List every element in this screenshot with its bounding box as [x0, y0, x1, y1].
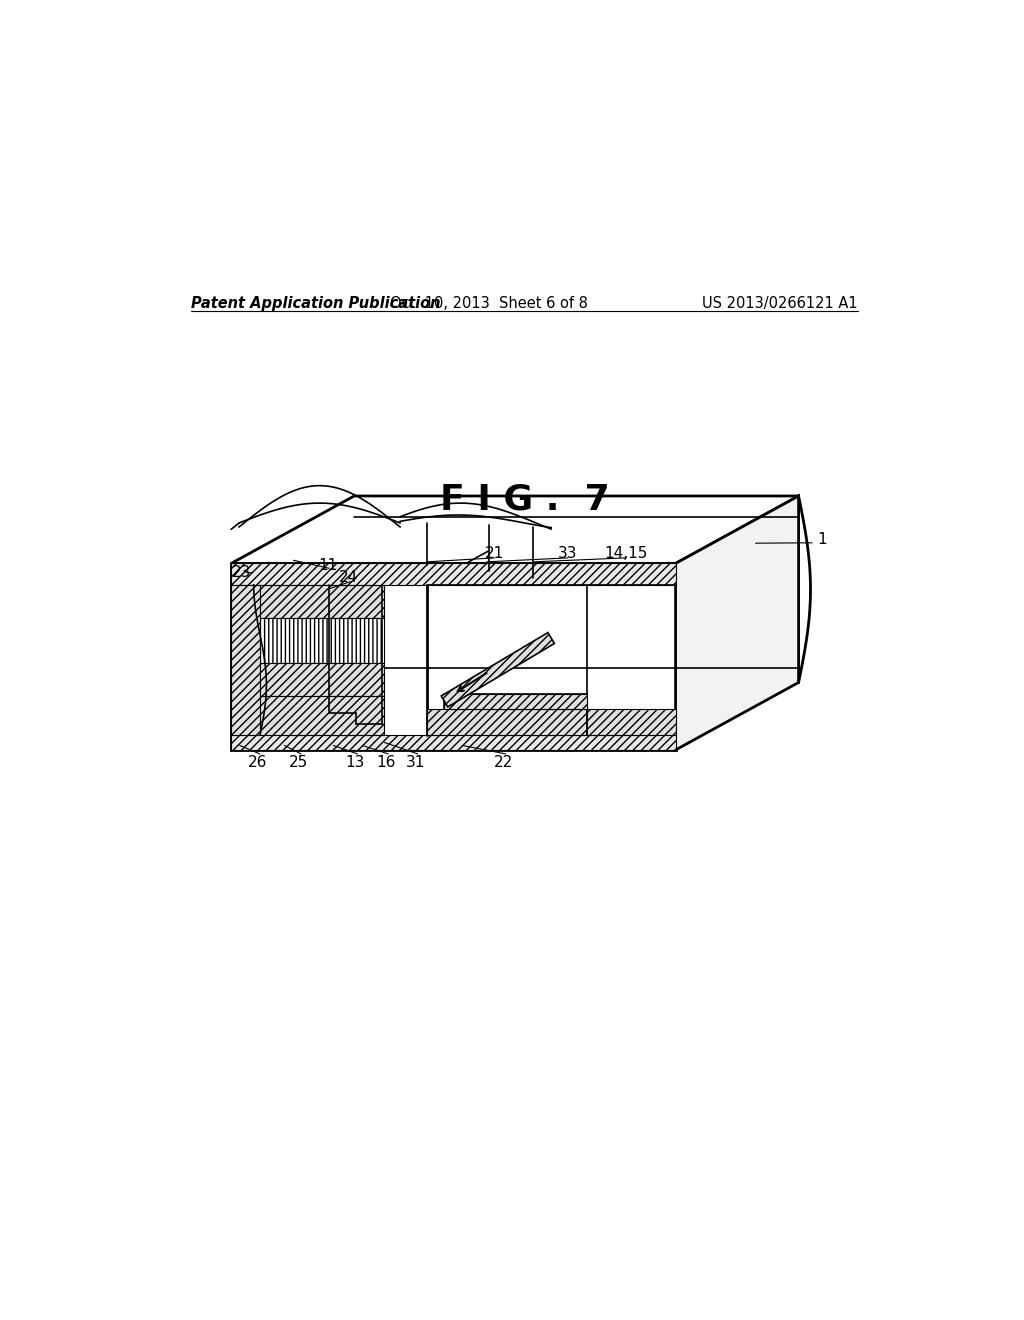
Text: 21: 21: [485, 546, 504, 561]
Bar: [427, 709, 676, 735]
Text: 31: 31: [406, 755, 425, 771]
Text: F I G .  7: F I G . 7: [440, 483, 609, 517]
Bar: [231, 735, 676, 750]
Text: 33: 33: [558, 546, 578, 561]
Bar: [231, 564, 676, 585]
Text: 25: 25: [289, 755, 308, 771]
Text: 11: 11: [318, 557, 338, 573]
Bar: [260, 696, 384, 735]
Text: 23: 23: [231, 565, 251, 581]
Bar: [260, 618, 384, 663]
Polygon shape: [441, 632, 554, 708]
Text: Patent Application Publication: Patent Application Publication: [191, 296, 441, 310]
Text: 26: 26: [248, 755, 267, 771]
Bar: [231, 564, 676, 750]
Text: 13: 13: [345, 755, 365, 771]
Text: 22: 22: [494, 755, 513, 771]
Bar: [444, 694, 587, 709]
Text: 14,15: 14,15: [605, 546, 648, 561]
Text: 1: 1: [817, 532, 827, 546]
Text: Oct. 10, 2013  Sheet 6 of 8: Oct. 10, 2013 Sheet 6 of 8: [390, 296, 588, 310]
Bar: [260, 585, 384, 618]
Text: 16: 16: [376, 755, 395, 771]
Text: US 2013/0266121 A1: US 2013/0266121 A1: [702, 296, 858, 310]
Bar: [260, 663, 384, 696]
Bar: [231, 585, 260, 735]
Polygon shape: [231, 496, 799, 564]
Polygon shape: [676, 496, 799, 750]
Text: 24: 24: [339, 570, 358, 585]
Bar: [444, 694, 587, 709]
